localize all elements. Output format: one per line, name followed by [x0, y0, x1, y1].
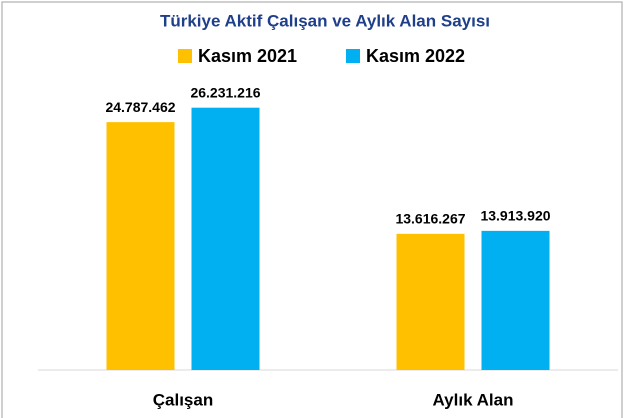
x-tick-label: Aylık Alan — [433, 390, 514, 409]
bar — [191, 107, 260, 371]
legend-swatch — [346, 49, 360, 63]
bar — [396, 233, 465, 370]
legend-label: Kasım 2021 — [198, 46, 297, 66]
data-label: 26.231.216 — [190, 84, 260, 100]
chart-frame — [1, 1, 623, 418]
legend-label: Kasım 2022 — [366, 46, 465, 66]
data-label: 13.616.267 — [395, 211, 465, 227]
x-tick-label: Çalışan — [153, 390, 213, 409]
chart-title: Türkiye Aktif Çalışan ve Aylık Alan Sayı… — [160, 11, 490, 30]
data-label: 24.787.462 — [105, 99, 175, 115]
bar — [481, 230, 550, 370]
legend-swatch — [178, 49, 192, 63]
bar — [106, 122, 175, 370]
data-label: 13.913.920 — [480, 208, 550, 224]
